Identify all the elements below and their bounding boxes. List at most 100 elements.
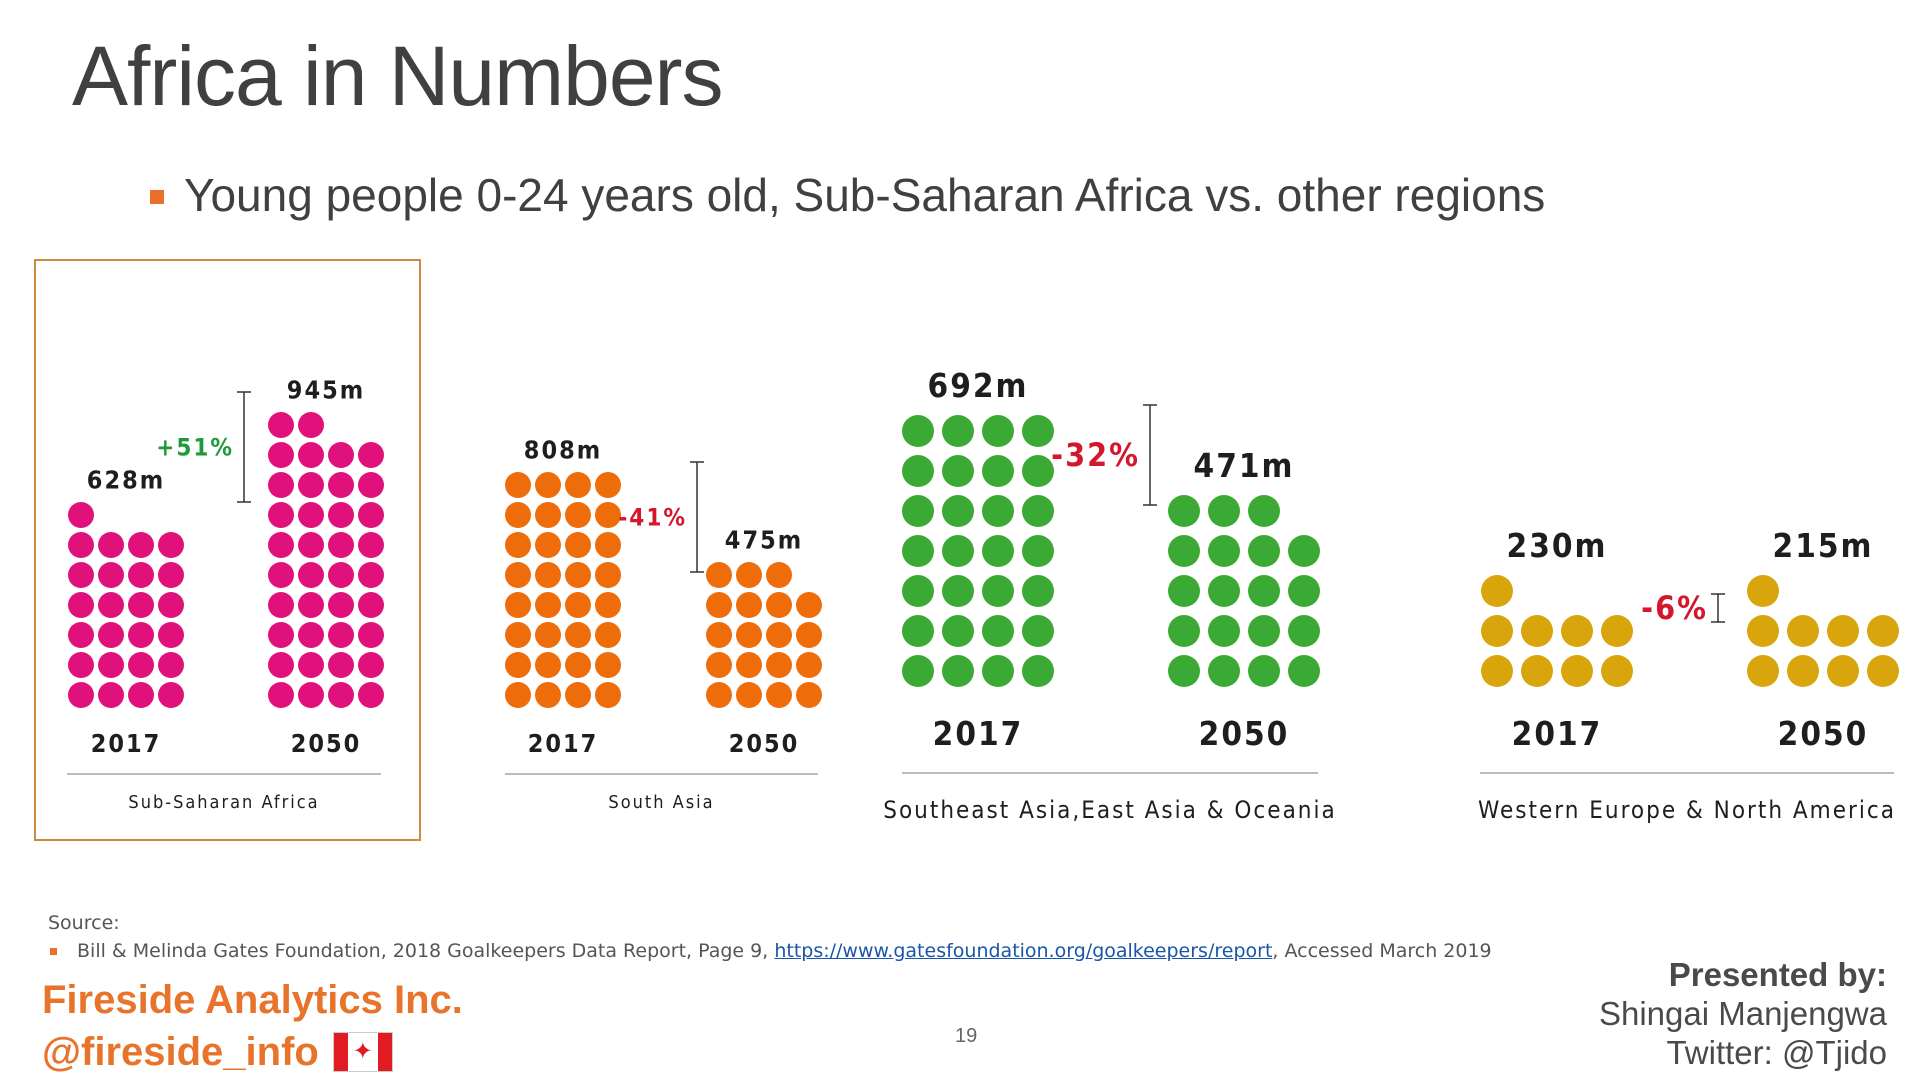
dot-2017 xyxy=(535,622,561,648)
value-label: 215m xyxy=(1773,526,1874,565)
dot-2050 xyxy=(328,592,354,618)
dot-2017 xyxy=(1561,655,1593,687)
dot-2017 xyxy=(1481,655,1513,687)
company-block: Fireside Analytics Inc. @fireside_info ✦ xyxy=(42,974,463,1078)
dot-2050 xyxy=(1168,655,1200,687)
dot-2050 xyxy=(1168,575,1200,607)
canada-flag-icon: ✦ xyxy=(332,1032,393,1072)
value-label: 945m xyxy=(287,375,365,404)
dot-2050 xyxy=(298,532,324,558)
source-line: Bill & Melinda Gates Foundation, 2018 Go… xyxy=(48,940,1492,962)
dot-2017 xyxy=(942,615,974,647)
dot-2050 xyxy=(766,562,792,588)
dot-2050 xyxy=(268,442,294,468)
dot-2050 xyxy=(1787,615,1819,647)
dot-2017 xyxy=(902,615,934,647)
dot-2050 xyxy=(1827,655,1859,687)
dot-2017 xyxy=(158,682,184,708)
year-label: 2050 xyxy=(1199,714,1290,753)
dot-2050 xyxy=(358,652,384,678)
dot-2050 xyxy=(358,562,384,588)
dot-2017 xyxy=(505,472,531,498)
value-label: 692m xyxy=(928,366,1029,405)
dot-2050 xyxy=(1747,615,1779,647)
dot-2017 xyxy=(982,575,1014,607)
dot-2050 xyxy=(358,472,384,498)
dot-2050 xyxy=(358,442,384,468)
dot-2017 xyxy=(98,682,124,708)
dot-2050 xyxy=(796,592,822,618)
dot-2050 xyxy=(706,622,732,648)
dot-2017 xyxy=(505,532,531,558)
region-name: Sub-Saharan Africa xyxy=(128,792,319,813)
dot-2017 xyxy=(128,532,154,558)
dot-2017 xyxy=(68,682,94,708)
dot-2050 xyxy=(358,622,384,648)
dot-2050 xyxy=(358,682,384,708)
dot-2017 xyxy=(1521,655,1553,687)
dot-2050 xyxy=(706,652,732,678)
dot-2017 xyxy=(1022,495,1054,527)
source-link[interactable]: https://www.gatesfoundation.org/goalkeep… xyxy=(774,940,1273,962)
region-name: Southeast Asia,East Asia & Oceania xyxy=(883,796,1336,824)
dot-2017 xyxy=(68,502,94,528)
dot-2050 xyxy=(298,682,324,708)
dot-2017 xyxy=(595,502,621,528)
dot-2050 xyxy=(1248,615,1280,647)
dot-2017 xyxy=(982,535,1014,567)
dot-2017 xyxy=(595,472,621,498)
dot-2050 xyxy=(1747,655,1779,687)
dot-2017 xyxy=(158,622,184,648)
dot-2050 xyxy=(1208,655,1240,687)
pictograph-chart: 628m 2017 945m 2050 +51% Sub-Saharan Africa 80… xyxy=(67,366,1899,824)
dot-2017 xyxy=(1022,415,1054,447)
dot-2017 xyxy=(902,575,934,607)
dot-2017 xyxy=(505,682,531,708)
dot-2050 xyxy=(328,682,354,708)
dot-2050 xyxy=(328,472,354,498)
dot-2017 xyxy=(942,575,974,607)
dot-2050 xyxy=(706,562,732,588)
dot-2050 xyxy=(298,562,324,588)
dot-2017 xyxy=(982,415,1014,447)
dot-2017 xyxy=(902,495,934,527)
dot-2017 xyxy=(535,532,561,558)
dot-2017 xyxy=(1561,615,1593,647)
dot-2050 xyxy=(1248,575,1280,607)
dot-2017 xyxy=(68,532,94,558)
dot-2050 xyxy=(358,592,384,618)
dot-2050 xyxy=(268,652,294,678)
dot-2050 xyxy=(1208,495,1240,527)
dot-2050 xyxy=(736,562,762,588)
dot-2017 xyxy=(98,562,124,588)
dot-2017 xyxy=(595,592,621,618)
dot-2050 xyxy=(298,412,324,438)
dot-2050 xyxy=(358,532,384,558)
dot-2050 xyxy=(328,442,354,468)
highlight-box xyxy=(34,259,421,841)
dot-2050 xyxy=(268,592,294,618)
company-name: Fireside Analytics Inc. xyxy=(42,978,463,1022)
year-label: 2017 xyxy=(528,729,599,758)
slide-title: Africa in Numbers xyxy=(72,29,724,123)
dot-2017 xyxy=(535,682,561,708)
dot-2017 xyxy=(535,562,561,588)
dot-2017 xyxy=(98,652,124,678)
dot-2050 xyxy=(706,592,732,618)
dot-2017 xyxy=(942,455,974,487)
dot-2050 xyxy=(328,502,354,528)
dot-2017 xyxy=(535,502,561,528)
region-name: Western Europe & North America xyxy=(1478,796,1896,824)
dot-2050 xyxy=(1168,535,1200,567)
dot-2050 xyxy=(358,502,384,528)
dot-2017 xyxy=(595,622,621,648)
year-label: 2050 xyxy=(1778,714,1869,753)
change-label: -41% xyxy=(618,503,687,531)
dot-2017 xyxy=(1481,615,1513,647)
dot-2017 xyxy=(68,652,94,678)
dot-2017 xyxy=(158,532,184,558)
dot-2017 xyxy=(595,532,621,558)
dot-2017 xyxy=(595,562,621,588)
year-label: 2017 xyxy=(91,729,162,758)
dot-2017 xyxy=(535,652,561,678)
